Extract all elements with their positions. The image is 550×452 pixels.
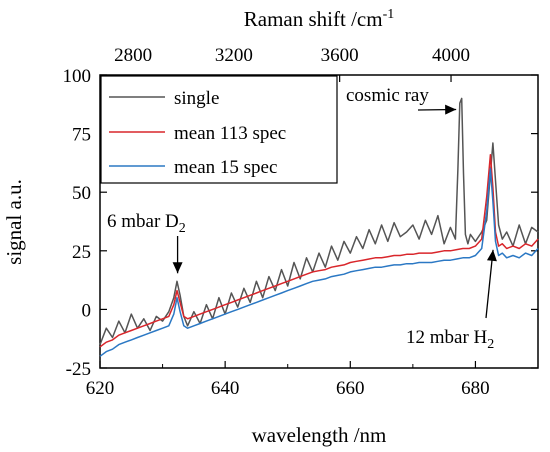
plot-frame bbox=[99, 74, 539, 369]
y-tick-label: 0 bbox=[82, 300, 92, 321]
top-axis-title: Raman shift /cm-1 bbox=[244, 7, 394, 31]
y-axis-title: signal a.u. bbox=[2, 179, 26, 265]
annotation-arrows bbox=[172, 104, 497, 319]
x-tick-label: 620 bbox=[86, 378, 115, 399]
axis-ticks: 620 640 660 680 -25 0 25 50 75 100 2800 3200 3600 400… bbox=[63, 45, 538, 399]
annotation-d2-subscript: 2 bbox=[179, 221, 186, 236]
series-layer bbox=[99, 97, 539, 357]
annotation-h2: 12 mbar H2 bbox=[406, 327, 494, 352]
series-single bbox=[99, 97, 539, 345]
top-axis-title-text: Raman shift /cm bbox=[244, 7, 383, 31]
arrow-cosmic-ray-head bbox=[445, 104, 457, 115]
legend-box bbox=[100, 75, 338, 184]
legend-label-single: single bbox=[174, 88, 219, 109]
x2-tick-label: 4000 bbox=[432, 45, 470, 66]
legend-label-mean-15: mean 15 spec bbox=[174, 157, 277, 178]
y-tick-label: 100 bbox=[63, 66, 92, 87]
legend: single mean 113 spec mean 15 spec bbox=[100, 75, 338, 184]
x-tick-label: 680 bbox=[461, 378, 490, 399]
x-axis-title: wavelength /nm bbox=[252, 423, 387, 447]
legend-label-mean-113: mean 113 spec bbox=[174, 123, 286, 144]
x-tick-label: 660 bbox=[336, 378, 365, 399]
y-tick-label: 25 bbox=[72, 242, 91, 263]
annotation-d2-text: 6 mbar D bbox=[107, 211, 179, 232]
top-axis-title-superscript: -1 bbox=[383, 7, 395, 22]
y-tick-label: 75 bbox=[72, 125, 91, 146]
x2-tick-label: 3600 bbox=[321, 45, 359, 66]
series-mean-15 bbox=[99, 168, 539, 357]
x2-tick-label: 2800 bbox=[114, 45, 152, 66]
arrow-h2-head bbox=[486, 249, 497, 262]
annotation-h2-subscript: 2 bbox=[487, 337, 494, 352]
x2-tick-label: 3200 bbox=[215, 45, 253, 66]
y-tick-label: -25 bbox=[66, 359, 91, 380]
annotation-cosmic-ray: cosmic ray bbox=[346, 85, 429, 106]
series-mean-113 bbox=[99, 153, 539, 348]
arrow-d2-head bbox=[172, 262, 183, 274]
x-tick-label: 640 bbox=[211, 378, 240, 399]
annotation-d2: 6 mbar D2 bbox=[107, 211, 186, 236]
y-tick-label: 50 bbox=[72, 183, 91, 204]
annotation-h2-text: 12 mbar H bbox=[406, 327, 488, 348]
arrow-h2-shaft bbox=[485, 249, 494, 319]
